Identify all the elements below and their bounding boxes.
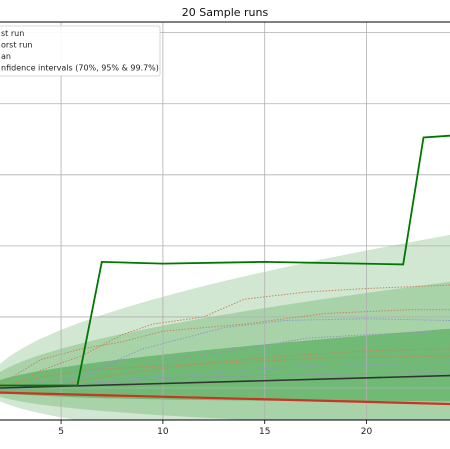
sample-run-line [0, 371, 450, 389]
legend-entry: orst run [1, 41, 32, 50]
confidence-band-70 [0, 328, 450, 402]
legend-entry: nfidence intervals (70%, 95% & 99.7%) [1, 64, 159, 73]
worst-run-line [0, 391, 450, 406]
sample-run-line [0, 284, 450, 393]
legend-entry: an [1, 52, 11, 61]
legend-box [0, 25, 161, 77]
chart-title: 20 Sample runs [181, 6, 269, 19]
legend-entry: st run [1, 29, 24, 38]
sample-run-line [0, 362, 450, 391]
sample-run-line [0, 355, 450, 387]
x-tick-label: 20 [361, 427, 373, 437]
sample-run-line [0, 330, 450, 389]
sample-run-line [0, 309, 450, 385]
x-tick-label: 5 [58, 427, 64, 437]
x-tick-label: 10 [157, 427, 169, 437]
best-run-line [0, 134, 450, 387]
x-tick-label: 15 [259, 427, 270, 437]
